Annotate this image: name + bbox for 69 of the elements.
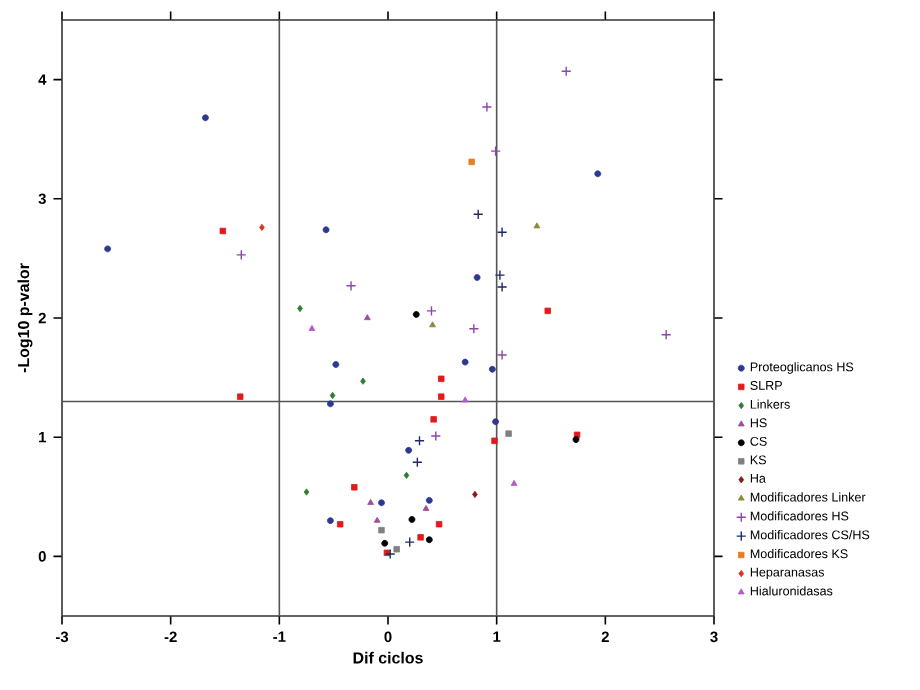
point: [438, 393, 445, 400]
point: [492, 418, 499, 426]
point: [461, 358, 469, 366]
point: [364, 314, 371, 321]
point: [430, 416, 437, 423]
point: [472, 209, 484, 220]
point: [219, 227, 227, 235]
point: [533, 222, 541, 229]
point: [425, 496, 433, 504]
point: [329, 391, 336, 400]
point: [505, 430, 512, 437]
point: [412, 456, 423, 468]
point: [496, 281, 508, 293]
point: [322, 226, 330, 234]
point: [104, 245, 112, 253]
point: [435, 521, 443, 528]
point: [236, 249, 247, 261]
point: [403, 471, 410, 479]
point: [473, 274, 481, 281]
point: [660, 329, 672, 340]
point: [297, 304, 303, 313]
point: [491, 437, 498, 444]
point: [481, 101, 493, 113]
point: [237, 393, 244, 400]
point: [327, 517, 334, 525]
point: [425, 536, 433, 544]
point: [332, 361, 340, 368]
point: [544, 307, 551, 315]
point: [573, 431, 581, 439]
point: [345, 280, 357, 292]
point: [412, 311, 420, 318]
point: [360, 377, 366, 385]
point: [422, 504, 430, 511]
point: [404, 536, 416, 548]
point: [414, 435, 425, 447]
point: [510, 479, 518, 486]
point: [417, 534, 424, 541]
point: [438, 375, 445, 382]
point: [468, 323, 480, 335]
point: [308, 324, 316, 331]
point: [378, 526, 385, 534]
point: [429, 321, 436, 328]
point: [494, 269, 506, 281]
point: [594, 170, 602, 178]
point: [351, 484, 358, 491]
point: [468, 158, 475, 166]
point: [560, 65, 572, 77]
point: [381, 539, 389, 547]
point: [367, 498, 374, 505]
point: [327, 400, 334, 408]
point: [384, 548, 396, 560]
point: [405, 446, 413, 454]
point: [378, 499, 385, 507]
point: [373, 516, 381, 523]
point: [488, 365, 496, 373]
point: [259, 223, 265, 231]
point: [461, 396, 469, 403]
point: [408, 516, 416, 523]
point: [393, 546, 400, 553]
point: [472, 490, 478, 498]
point: [426, 305, 437, 317]
point: [572, 436, 580, 443]
point: [303, 488, 310, 496]
point: [430, 430, 442, 442]
point: [337, 521, 344, 528]
point: [490, 145, 501, 157]
point: [496, 349, 508, 361]
point: [202, 114, 209, 122]
point: [496, 226, 508, 238]
